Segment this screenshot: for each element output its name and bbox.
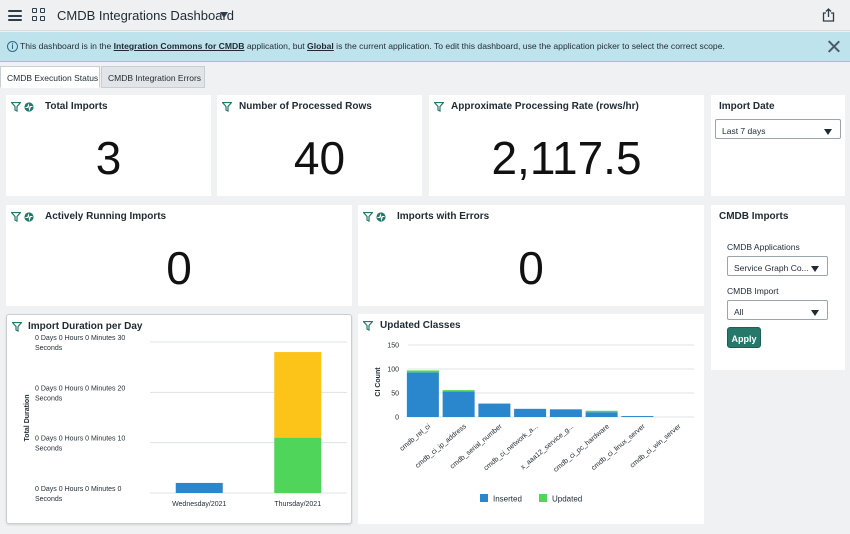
close-icon[interactable] (827, 40, 840, 53)
select-value: Service Graph Co... (734, 263, 809, 273)
card-title: Number of Processed Rows (239, 101, 372, 112)
filter-icon[interactable] (434, 102, 444, 112)
import-date-select[interactable]: Last 7 days (715, 119, 841, 139)
applications-label: CMDB Applications (727, 242, 800, 252)
y-tick-label: 0 Days 0 Hours 0 Minutes 20 (35, 385, 125, 392)
top-bar: CMDB Integrations Dashboard (0, 0, 850, 31)
processed-rows-card: Number of Processed Rows 40 (217, 95, 422, 196)
tab-integration-errors[interactable]: CMDB Integration Errors (101, 66, 205, 88)
select-value: All (734, 307, 744, 317)
x-tick-label: cmdb_rel_ci (399, 423, 433, 453)
y-tick-label: Seconds (35, 345, 63, 352)
y-tick-label: 0 (395, 415, 399, 422)
legend-label: Inserted (493, 495, 522, 504)
apply-button[interactable]: Apply (727, 327, 761, 348)
class-bar (442, 391, 475, 417)
processing-rate-card: Approximate Processing Rate (rows/hr) 2,… (429, 95, 704, 196)
legend-swatch (480, 494, 488, 502)
running-imports-card: Actively Running Imports 0 (6, 205, 352, 306)
legend-swatch (539, 494, 547, 502)
import-duration-card: Import Duration per Day 0 Days 0 Hours 0… (6, 314, 352, 524)
cmdb-import-select[interactable]: All (727, 300, 828, 320)
info-icon: i (7, 41, 18, 52)
chevron-down-icon (811, 310, 819, 316)
banner-text-part: application, but (244, 41, 308, 51)
duration-chart: 0 Days 0 Hours 0 Minutes 0 Seconds 0 Days … (24, 335, 347, 508)
chart-title: Import Duration per Day (28, 321, 143, 332)
y-tick-label: 0 Days 0 Hours 0 Minutes 30 (35, 335, 125, 342)
card-title: Total Imports (45, 101, 108, 112)
filter-icon[interactable] (363, 321, 373, 331)
pulse-icon[interactable] (24, 212, 34, 222)
dashboard-title: CMDB Integrations Dashboard (57, 8, 235, 23)
updated-classes-card: Updated Classes 0 50 100 150 CI Count cmdb_re… (358, 314, 704, 524)
card-title: CMDB Imports (719, 211, 789, 222)
banner-text: This dashboard is in the Integration Com… (20, 41, 725, 51)
y-tick-label: 0 Days 0 Hours 0 Minutes 0 (35, 486, 121, 493)
chevron-down-icon (824, 129, 832, 135)
x-tick-label: Thursday/2021 (274, 501, 321, 508)
imports-errors-card: Imports with Errors 0 (358, 205, 704, 306)
total-imports-value: 3 (95, 132, 122, 184)
filter-icon[interactable] (11, 212, 21, 222)
card-title: Actively Running Imports (45, 211, 167, 222)
y-axis-label: CI Count (375, 367, 382, 397)
legend-label: Updated (552, 495, 582, 504)
y-tick-label: 150 (387, 343, 399, 350)
class-bar (514, 408, 547, 417)
card-title: Import Date (719, 101, 775, 112)
chevron-down-icon[interactable] (220, 12, 228, 18)
pulse-icon[interactable] (376, 212, 386, 222)
class-bar (585, 412, 618, 417)
filter-icon[interactable] (363, 212, 373, 222)
banner-text-part: This dashboard is in the (20, 41, 114, 51)
duration-bar (274, 352, 322, 438)
duration-bar (274, 437, 322, 493)
y-tick-label: 0 Days 0 Hours 0 Minutes 10 (35, 436, 125, 443)
y-tick-label: Seconds (35, 395, 63, 402)
filter-icon[interactable] (12, 322, 22, 332)
class-bar (406, 370, 439, 373)
y-tick-label: 50 (391, 391, 399, 398)
duration-bar (175, 482, 223, 493)
share-icon[interactable] (822, 8, 835, 22)
tab-execution-status[interactable]: CMDB Execution Status (0, 66, 100, 88)
class-bar (621, 416, 654, 417)
y-tick-label: Seconds (35, 446, 63, 453)
dashboard-grid-icon[interactable] (32, 8, 46, 22)
import-label: CMDB Import (727, 286, 779, 296)
select-value: Last 7 days (722, 126, 766, 136)
processed-rows-value: 40 (293, 132, 346, 184)
y-tick-label: 100 (387, 367, 399, 374)
processing-rate-value: 2,117.5 (491, 132, 642, 184)
import-date-card: Import Date Last 7 days (711, 95, 845, 196)
class-bar (585, 410, 618, 413)
banner-text-part: is the current application. To edit this… (333, 41, 725, 51)
filter-icon[interactable] (11, 102, 21, 112)
chevron-down-icon (811, 266, 819, 272)
pulse-icon[interactable] (24, 102, 34, 112)
menu-icon[interactable] (8, 10, 22, 21)
class-bar (478, 403, 511, 417)
global-scope-link[interactable]: Global (307, 41, 334, 51)
cmdb-imports-card: CMDB Imports CMDB Applications Service G… (711, 205, 845, 370)
class-bar (549, 409, 582, 417)
imports-errors-value: 0 (518, 242, 544, 294)
x-tick-label: Wednesday/2021 (172, 501, 226, 508)
filter-icon[interactable] (222, 102, 232, 112)
y-tick-label: Seconds (35, 496, 63, 503)
cmdb-applications-select[interactable]: Service Graph Co... (727, 256, 828, 276)
info-banner: i This dashboard is in the Integration C… (0, 32, 850, 62)
app-scope-link[interactable]: Integration Commons for CMDB (113, 41, 245, 51)
class-bar (442, 390, 475, 392)
card-title: Imports with Errors (397, 211, 490, 222)
chart-title: Updated Classes (380, 320, 461, 331)
class-bar (406, 372, 439, 417)
card-title: Approximate Processing Rate (rows/hr) (451, 101, 639, 112)
total-imports-card: Total Imports 3 (6, 95, 211, 196)
y-axis-label: Total Duration (24, 395, 31, 442)
running-imports-value: 0 (166, 242, 192, 294)
